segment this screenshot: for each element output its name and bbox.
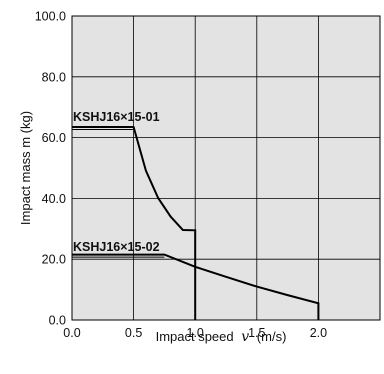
series-labels: KSHJ16×15-01 KSHJ16×15-02 <box>73 110 160 254</box>
y-axis-ticks: 0.0 20.0 40.0 60.0 80.0 100.0 <box>35 10 66 328</box>
series-label-kshj16x15-02: KSHJ16×15-02 <box>73 240 160 254</box>
y-tick-label: 40.0 <box>42 192 66 206</box>
series-line-1 <box>72 126 197 320</box>
y-tick-label: 60.0 <box>42 131 66 145</box>
x-tick-label: 2.0 <box>310 326 327 340</box>
series-lines <box>72 126 320 320</box>
x-tick-label: 1.0 <box>187 326 204 340</box>
x-axis-title-unit: (m/s) <box>257 329 287 344</box>
y-tick-label: 20.0 <box>42 253 66 267</box>
series-reference-lines <box>72 128 165 258</box>
series-line-2 <box>72 253 320 320</box>
x-axis-title-prefix: Impact speed <box>156 329 234 344</box>
x-axis-title: Impact speed v (m/s) <box>156 329 287 345</box>
y-tick-label: 0.0 <box>49 314 66 328</box>
x-tick-label: 1.5 <box>248 326 265 340</box>
plot-frame <box>71 15 381 321</box>
x-tick-label: 0.5 <box>125 326 142 340</box>
y-axis-title: Impact mass m (kg) <box>18 111 33 225</box>
series-label-kshj16x15-01: KSHJ16×15-01 <box>73 110 160 124</box>
y-tick-label: 80.0 <box>42 70 66 84</box>
y-tick-label: 100.0 <box>35 10 66 24</box>
x-axis-title-symbol: v <box>241 329 249 345</box>
x-tick-label: 0.0 <box>63 326 80 340</box>
plot-background <box>72 16 380 320</box>
x-axis-ticks: 0.0 0.5 1.0 1.5 2.0 <box>63 326 327 340</box>
